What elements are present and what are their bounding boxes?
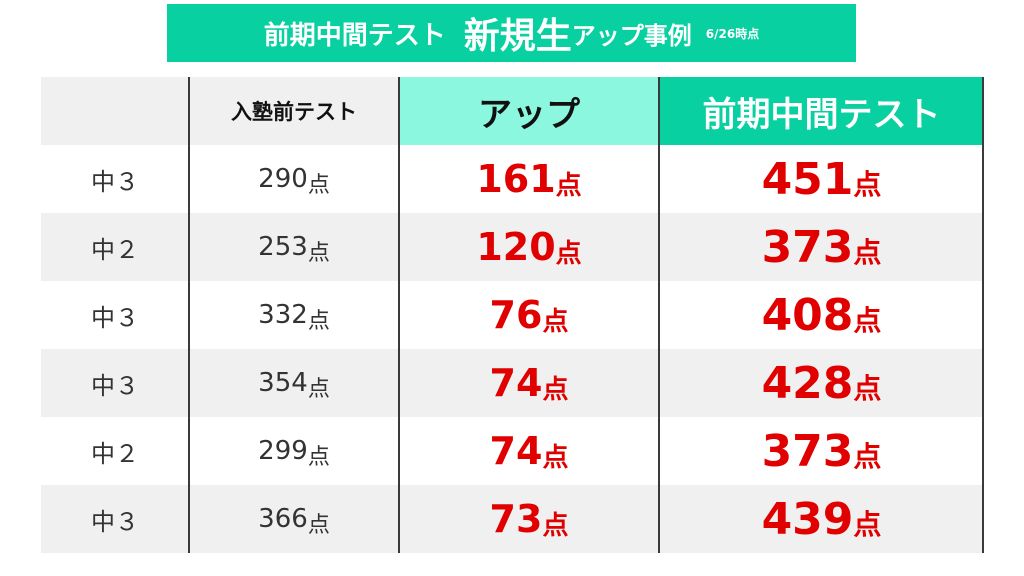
cell-grade-value: 中３ bbox=[91, 167, 139, 196]
cell-up-value: 120 bbox=[476, 225, 556, 269]
cell-up-value: 76 bbox=[489, 293, 543, 337]
divider-2 bbox=[398, 77, 400, 553]
cell-up: 74 点 bbox=[399, 417, 659, 485]
cell-pre-test: 366 点 bbox=[189, 485, 399, 553]
cell-midterm: 451 点 bbox=[659, 145, 984, 213]
results-table: 入塾前テスト アップ 前期中間テスト 中３ 290 点 161 点 451 点中２ 253 点 1… bbox=[41, 77, 984, 553]
cell-pre-test-value: 299 bbox=[258, 436, 308, 466]
cell-grade-value: 中３ bbox=[91, 371, 139, 400]
cell-up-unit: 点 bbox=[555, 238, 582, 269]
cell-midterm-unit: 点 bbox=[853, 304, 882, 337]
cell-pre-test-value: 290 bbox=[258, 164, 308, 194]
cell-up-unit: 点 bbox=[542, 510, 569, 541]
cell-up-unit: 点 bbox=[542, 374, 569, 405]
cell-up: 76 点 bbox=[399, 281, 659, 349]
divider-4 bbox=[982, 77, 984, 553]
table-row bbox=[41, 417, 984, 485]
cell-midterm-value: 451 bbox=[761, 153, 854, 205]
cell-up: 73 点 bbox=[399, 485, 659, 553]
cell-pre-test-unit: 点 bbox=[307, 445, 330, 470]
cell-midterm: 428 点 bbox=[659, 349, 984, 417]
cell-up-unit: 点 bbox=[542, 306, 569, 337]
divider-3 bbox=[658, 77, 660, 553]
title-new-students: 新規生 bbox=[463, 16, 572, 57]
cell-grade-value: 中３ bbox=[91, 507, 139, 536]
cell-pre-test-value: 354 bbox=[258, 368, 308, 398]
cell-up: 161 点 bbox=[399, 145, 659, 213]
cell-midterm-value: 428 bbox=[761, 357, 854, 409]
title-test-name: 前期中間テスト bbox=[263, 20, 446, 51]
cell-pre-test-unit: 点 bbox=[307, 513, 330, 538]
cell-midterm-unit: 点 bbox=[853, 440, 882, 473]
cell-midterm-value: 408 bbox=[761, 289, 854, 341]
cell-grade-value: 中２ bbox=[91, 439, 139, 468]
cell-up-value: 73 bbox=[489, 497, 543, 541]
header-pre-test: 入塾前テスト bbox=[189, 77, 399, 145]
table-row bbox=[41, 281, 984, 349]
table-row bbox=[41, 145, 984, 213]
cell-midterm-unit: 点 bbox=[853, 168, 882, 201]
header-grade bbox=[41, 77, 189, 145]
cell-up-value: 74 bbox=[489, 429, 543, 473]
cell-grade: 中３ bbox=[41, 281, 189, 349]
cell-pre-test: 253 点 bbox=[189, 213, 399, 281]
cell-midterm: 408 点 bbox=[659, 281, 984, 349]
header-midterm: 前期中間テスト bbox=[659, 77, 984, 145]
cell-pre-test-value: 332 bbox=[258, 300, 308, 330]
cell-grade: 中３ bbox=[41, 485, 189, 553]
cell-midterm-unit: 点 bbox=[853, 372, 882, 405]
cell-midterm-value: 373 bbox=[761, 221, 854, 273]
cell-up: 74 点 bbox=[399, 349, 659, 417]
cell-pre-test: 290 点 bbox=[189, 145, 399, 213]
cell-pre-test-unit: 点 bbox=[307, 377, 330, 402]
divider-1 bbox=[188, 77, 190, 553]
header-up: アップ bbox=[399, 77, 659, 145]
cell-pre-test-value: 253 bbox=[258, 232, 308, 262]
cell-midterm: 373 点 bbox=[659, 417, 984, 485]
cell-grade-value: 中２ bbox=[91, 235, 139, 264]
cell-pre-test: 354 点 bbox=[189, 349, 399, 417]
cell-midterm-unit: 点 bbox=[853, 236, 882, 269]
cell-up-value: 161 bbox=[476, 157, 556, 201]
title-banner: 前期中間テスト 新規生 アップ事例 6/26時点 bbox=[167, 4, 856, 62]
cell-pre-test: 299 点 bbox=[189, 417, 399, 485]
cell-midterm-value: 439 bbox=[761, 493, 854, 545]
cell-pre-test-unit: 点 bbox=[307, 173, 330, 198]
cell-pre-test: 332 点 bbox=[189, 281, 399, 349]
cell-pre-test-unit: 点 bbox=[307, 241, 330, 266]
cell-up-unit: 点 bbox=[555, 170, 582, 201]
cell-grade: 中２ bbox=[41, 417, 189, 485]
cell-up-unit: 点 bbox=[542, 442, 569, 473]
cell-pre-test-unit: 点 bbox=[307, 309, 330, 334]
table-row bbox=[41, 213, 984, 281]
table-row bbox=[41, 349, 984, 417]
title-up-cases: アップ事例 bbox=[571, 21, 692, 50]
cell-grade: 中３ bbox=[41, 349, 189, 417]
table-row bbox=[41, 485, 984, 553]
cell-midterm: 439 点 bbox=[659, 485, 984, 553]
cell-grade: 中２ bbox=[41, 213, 189, 281]
cell-pre-test-value: 366 bbox=[258, 504, 308, 534]
cell-grade-value: 中３ bbox=[91, 303, 139, 332]
cell-up-value: 74 bbox=[489, 361, 543, 405]
cell-grade: 中３ bbox=[41, 145, 189, 213]
title-date: 6/26時点 bbox=[705, 26, 760, 41]
cell-up: 120 点 bbox=[399, 213, 659, 281]
cell-midterm-unit: 点 bbox=[853, 508, 882, 541]
cell-midterm-value: 373 bbox=[761, 425, 854, 477]
cell-midterm: 373 点 bbox=[659, 213, 984, 281]
